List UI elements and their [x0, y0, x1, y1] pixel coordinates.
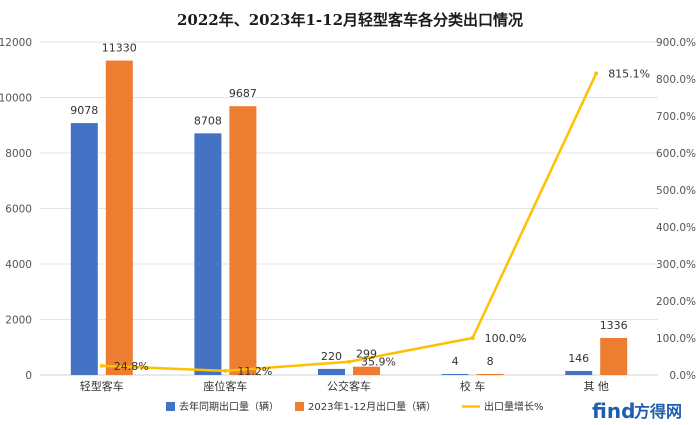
growth-value-label: 11.2%	[237, 365, 272, 378]
category-label: 公交客车	[327, 379, 371, 393]
bar	[600, 337, 628, 375]
bar-value-label: 146	[568, 352, 589, 365]
bar	[476, 374, 504, 375]
bar	[194, 133, 222, 375]
bar-value-label: 8	[487, 355, 494, 368]
watermark-text: find	[592, 399, 635, 423]
y-right-tick-label: 700.0%	[656, 111, 696, 123]
bar	[229, 106, 257, 375]
bar-value-label: 11330	[102, 42, 137, 55]
growth-value-label: 35.9%	[361, 356, 396, 369]
y-right-tick-label: 600.0%	[656, 148, 696, 160]
y-left-tick-label: 10000	[0, 93, 32, 105]
y-right-tick-label: 200.0%	[656, 296, 696, 308]
y-right-tick-label: 400.0%	[656, 222, 696, 234]
data-labels: 9078 8708 220 4 146 11330 9687 299 8 1336 24.8% 11.…	[70, 42, 650, 378]
legend-label: 2023年1-12月出口量（辆）	[308, 400, 436, 413]
legend-swatch	[295, 402, 304, 411]
bar	[70, 123, 98, 375]
growth-value-label: 24.8%	[114, 360, 149, 373]
y-left-tick-label: 12000	[0, 37, 32, 49]
legend-label: 去年同期出口量（辆）	[179, 400, 279, 413]
y-axis-right: 0.0% 100.0% 200.0% 300.0% 400.0% 500.0% 600.0%…	[656, 37, 696, 382]
legend-swatch	[166, 402, 175, 411]
y-left-tick-label: 4000	[5, 259, 32, 271]
x-axis-categories: 轻型客车 座位客车 公交客车 校 车 其 他	[80, 379, 609, 393]
growth-point	[223, 368, 228, 373]
bar	[565, 370, 593, 375]
y-axis-left: 0 2000 4000 6000 8000 10000 12000	[0, 37, 32, 382]
bar-value-label: 4	[452, 355, 459, 368]
growth-value-label: 100.0%	[485, 332, 527, 345]
bar-value-label: 299	[356, 348, 377, 361]
legend-label: 出口量增长%	[484, 400, 544, 413]
watermark-logo: find 方得网	[592, 399, 682, 423]
growth-line-path	[101, 72, 598, 373]
growth-point	[99, 363, 104, 368]
legend: 去年同期出口量（辆） 2023年1-12月出口量（辆） 出口量增长%	[166, 400, 544, 413]
bar-value-label: 1336	[600, 319, 628, 332]
bar-value-label: 9078	[70, 104, 98, 117]
category-label: 其 他	[583, 380, 609, 393]
chart-title: 2022年、2023年1-12月轻型客车各分类出口情况	[177, 11, 523, 29]
gridlines	[40, 41, 658, 376]
growth-point	[594, 71, 599, 76]
bar	[318, 368, 345, 375]
y-left-tick-label: 8000	[5, 148, 32, 160]
y-right-tick-label: 900.0%	[656, 37, 696, 49]
y-right-tick-label: 300.0%	[656, 259, 696, 271]
y-left-tick-label: 6000	[5, 204, 32, 216]
growth-point	[347, 359, 351, 364]
bar	[441, 374, 469, 375]
y-left-tick-label: 0	[25, 370, 32, 382]
y-right-tick-label: 0.0%	[669, 370, 696, 382]
bar-value-label: 9687	[229, 87, 257, 100]
y-right-tick-label: 100.0%	[656, 333, 696, 345]
y-right-tick-label: 800.0%	[656, 74, 696, 86]
bar-value-label: 220	[321, 350, 342, 363]
growth-line	[99, 71, 599, 373]
y-left-tick-label: 2000	[5, 315, 32, 327]
bar	[105, 60, 133, 375]
watermark-suffix: 方得网	[634, 402, 682, 421]
growth-point	[470, 336, 475, 340]
bar	[353, 366, 380, 375]
category-label: 校 车	[460, 379, 486, 393]
category-label: 座位客车	[203, 379, 247, 393]
bars	[70, 60, 628, 375]
bar-value-label: 8708	[194, 114, 222, 127]
growth-value-label: 815.1%	[608, 67, 650, 80]
category-label: 轻型客车	[80, 379, 124, 393]
y-right-tick-label: 500.0%	[656, 185, 696, 197]
